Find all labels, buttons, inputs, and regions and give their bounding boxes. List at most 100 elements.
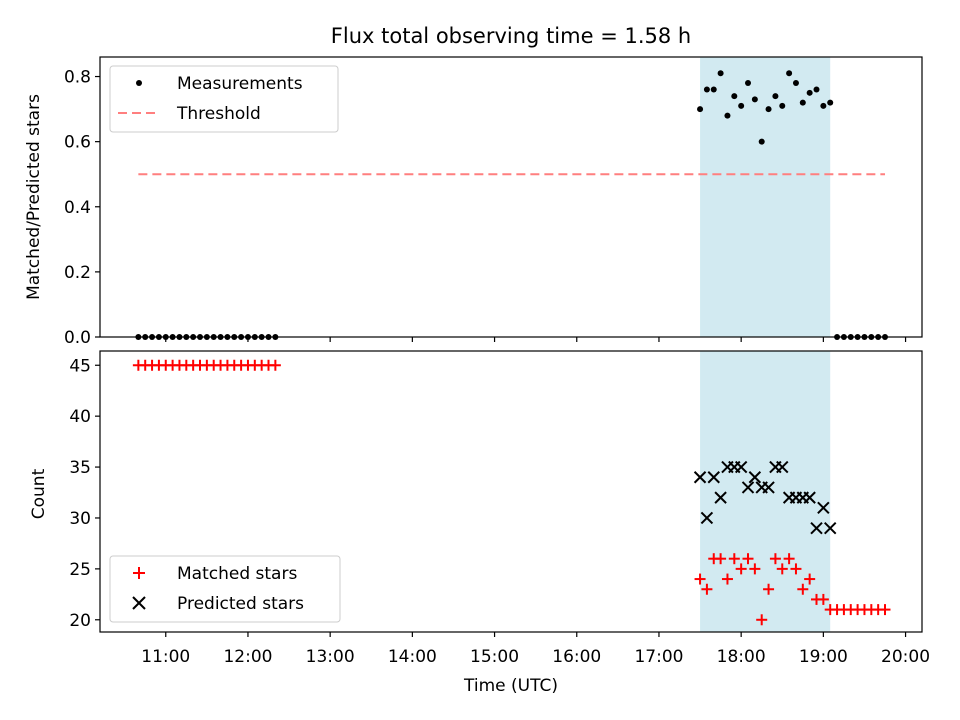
predicted-star-point (707, 471, 720, 484)
measurement-point (724, 112, 731, 119)
predicted-star-point (776, 460, 789, 474)
x-tick-label: 11:00 (141, 647, 190, 667)
measurement-point (745, 80, 752, 87)
measurement-point (779, 102, 786, 109)
matched-star-point (797, 583, 809, 595)
predicted-star-point (748, 471, 762, 484)
y-tick-label: 0.6 (64, 133, 91, 153)
predicted-star-stroke (700, 511, 714, 525)
bottom-y-ticks: 20 25 30 35 40 45 (69, 356, 100, 631)
count-points (132, 359, 891, 626)
matched-star-point (749, 563, 761, 575)
predicted-star-point (810, 521, 823, 535)
top-legend-box (109, 65, 339, 133)
x-tick-label: 15:00 (470, 647, 519, 667)
measurement-point (717, 70, 724, 77)
predicted-star-point (734, 460, 748, 474)
matched-star-point (783, 553, 795, 565)
predicted-star-stroke (810, 521, 823, 535)
predicted-star-point (700, 511, 714, 525)
measurement-point (806, 89, 813, 96)
predicted-star-stroke (734, 460, 748, 474)
predicted-star-stroke (824, 521, 837, 535)
matched-star-point (694, 573, 706, 585)
predicted-star-stroke (714, 491, 727, 504)
measurement-point (751, 96, 758, 103)
matched-star-point (817, 593, 829, 605)
predicted-star-point (693, 471, 707, 484)
matched-star-point (763, 583, 775, 595)
measurement-point (697, 106, 704, 113)
top-y-axis-label: Matched/Predicted stars (24, 94, 44, 300)
matched-star-point (804, 573, 816, 585)
predicted-star-point (741, 481, 755, 494)
y-tick-label: 20 (69, 611, 91, 631)
x-tick-label: 20:00 (881, 647, 930, 667)
y-tick-label: 0.4 (64, 198, 91, 218)
matched-star-point (776, 563, 788, 575)
measurement-point (738, 102, 745, 109)
matched-star-point (715, 553, 727, 565)
y-tick-label: 0.0 (64, 328, 91, 348)
x-tick-label: 17:00 (634, 647, 683, 667)
measurement-point (710, 86, 717, 93)
predicted-star-point (824, 521, 837, 535)
predicted-star-stroke (741, 481, 755, 494)
measurement-point (792, 80, 799, 87)
predicted-star-stroke (817, 501, 830, 514)
legend-label-threshold: Threshold (176, 104, 261, 124)
y-tick-label: 40 (69, 407, 91, 427)
matched-star-point (742, 553, 754, 565)
predicted-star-stroke (693, 471, 707, 484)
predicted-star-stroke (803, 491, 816, 504)
predicted-star-stroke (748, 471, 762, 484)
predicted-star-stroke (776, 460, 789, 474)
top-x-ticks (165, 337, 907, 342)
x-tick-label: 19:00 (799, 647, 848, 667)
chart-title: Flux total observing time = 1.58 h (331, 24, 691, 48)
matched-star-point (269, 359, 281, 371)
measurement-point (772, 93, 779, 100)
predicted-star-stroke (707, 471, 720, 484)
measurement-point (703, 86, 710, 93)
measurement-point (827, 99, 834, 106)
measurement-point (799, 99, 806, 106)
top-legend: Measurements Threshold (109, 65, 339, 133)
bottom-panel: 20 25 30 35 40 45 11:00 12:00 13:00 14:00 15:00 16… (29, 350, 930, 696)
predicted-star-point (817, 501, 830, 514)
predicted-star-stroke (762, 481, 775, 494)
predicted-star-point (803, 491, 816, 504)
legend-marker-measurements (136, 80, 142, 86)
x-tick-label: 16:00 (552, 647, 601, 667)
matched-star-point (879, 604, 891, 616)
matched-star-point (769, 553, 781, 565)
x-tick-label: 18:00 (717, 647, 766, 667)
bottom-x-ticks: 11:00 12:00 13:00 14:00 15:00 16:00 17:00 18:00… (141, 632, 930, 667)
measurement-point (765, 106, 772, 113)
matched-star-point (735, 563, 747, 575)
measurement-point (786, 70, 793, 77)
bottom-legend-box (109, 555, 341, 623)
top-axes-frame (99, 56, 923, 338)
measurement-point (813, 86, 820, 93)
top-shaded-interval (700, 57, 831, 337)
y-tick-label: 45 (69, 356, 91, 376)
legend-marker-predicted (132, 596, 146, 610)
y-tick-label: 25 (69, 560, 91, 580)
measurement-point (758, 138, 765, 145)
x-axis-label: Time (UTC) (463, 676, 558, 696)
y-tick-label: 35 (69, 458, 91, 478)
matched-star-point (756, 614, 768, 626)
predicted-star-point (762, 481, 775, 494)
bottom-y-axis-label: Count (29, 468, 49, 519)
legend-marker-matched (133, 567, 145, 579)
x-tick-label: 13:00 (306, 647, 355, 667)
y-tick-label: 0.2 (64, 263, 91, 283)
measurement-point (820, 102, 827, 109)
bottom-legend: Matched stars Predicted stars (109, 555, 341, 623)
y-tick-label: 0.8 (64, 68, 91, 88)
legend-label-measurements: Measurements (177, 74, 303, 94)
top-panel: 0.0 0.2 0.4 0.6 0.8 Flux total observing tim… (24, 24, 923, 348)
top-y-ticks: 0.0 0.2 0.4 0.6 0.8 (64, 68, 100, 348)
